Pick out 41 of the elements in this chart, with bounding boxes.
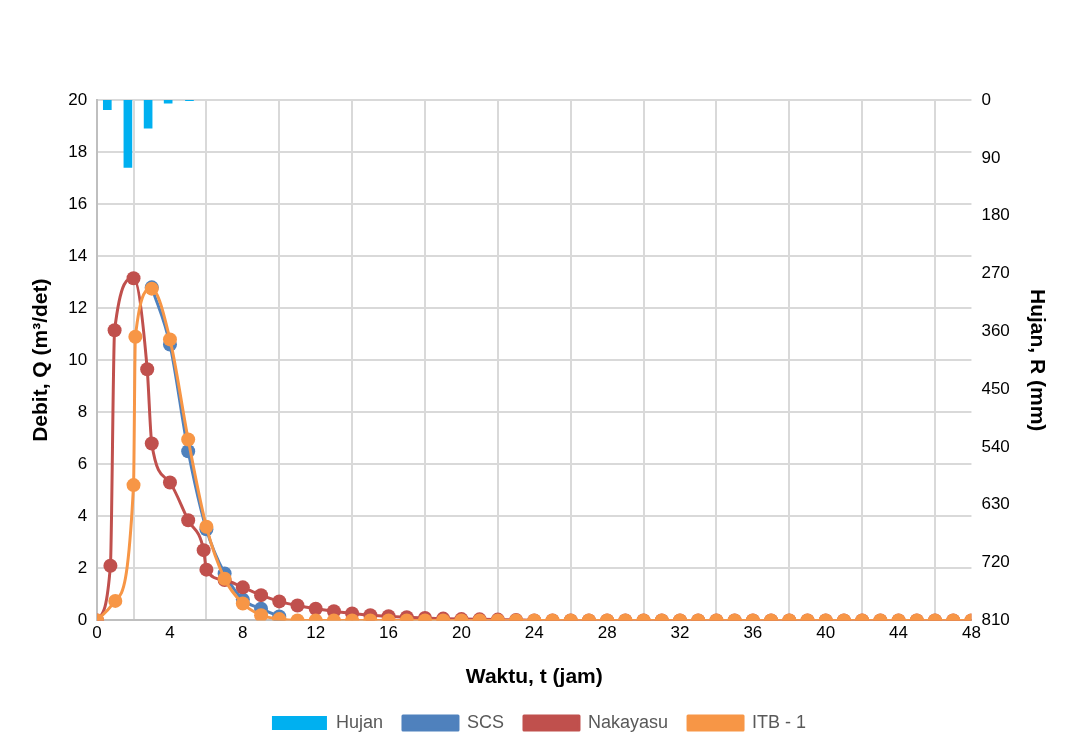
legend-label: ITB - 1 <box>752 711 807 732</box>
y-tick-label: 16 <box>68 193 88 213</box>
x-tick-label: 44 <box>889 623 909 643</box>
x-tick-label: 28 <box>597 623 617 643</box>
x-tick-label: 8 <box>238 623 248 643</box>
y-tick-label: 20 <box>68 89 88 109</box>
y2-tick-label: 90 <box>981 147 1001 167</box>
y2-tick-label: 270 <box>981 263 1010 283</box>
y2-tick-label: 450 <box>981 378 1010 398</box>
y2-tick-label: 360 <box>981 320 1010 340</box>
y2-tick-label: 630 <box>981 494 1010 514</box>
y-tick-label: 4 <box>77 506 88 526</box>
y2-axis-title: Hujan, R (mm) <box>1026 289 1050 432</box>
y-tick-label: 6 <box>77 453 88 473</box>
x-tick-label: 4 <box>165 623 175 643</box>
y2-tick-label: 810 <box>981 610 1010 630</box>
y2-tick-label: 180 <box>981 205 1010 225</box>
x-tick-label: 12 <box>306 623 326 643</box>
x-tick-label: 36 <box>743 623 763 643</box>
legend-label: Nakayasu <box>588 711 669 732</box>
legend-label: SCS <box>466 711 504 732</box>
legend-label: Hujan <box>335 711 383 732</box>
y-axis-title: Debit, Q (m³/det) <box>28 278 52 442</box>
y2-tick-label: 0 <box>981 89 991 109</box>
y-tick-label: 2 <box>77 558 88 578</box>
y2-tick-label: 540 <box>981 436 1010 456</box>
x-tick-label: 20 <box>451 623 471 643</box>
y-tick-label: 14 <box>68 245 88 265</box>
y-tick-label: 18 <box>68 141 88 161</box>
x-tick-label: 16 <box>379 623 399 643</box>
x-tick-label: 0 <box>92 623 102 643</box>
x-tick-label: 40 <box>816 623 836 643</box>
y-tick-label: 8 <box>77 401 88 421</box>
x-tick-label: 24 <box>524 623 544 643</box>
x-axis-title: Waktu, t (jam) <box>465 664 603 688</box>
y-tick-label: 0 <box>77 610 88 630</box>
y2-tick-label: 720 <box>981 552 1010 572</box>
y-tick-label: 12 <box>68 297 88 317</box>
y-tick-label: 10 <box>68 349 88 369</box>
x-tick-label: 48 <box>961 623 981 643</box>
x-tick-label: 32 <box>670 623 690 643</box>
